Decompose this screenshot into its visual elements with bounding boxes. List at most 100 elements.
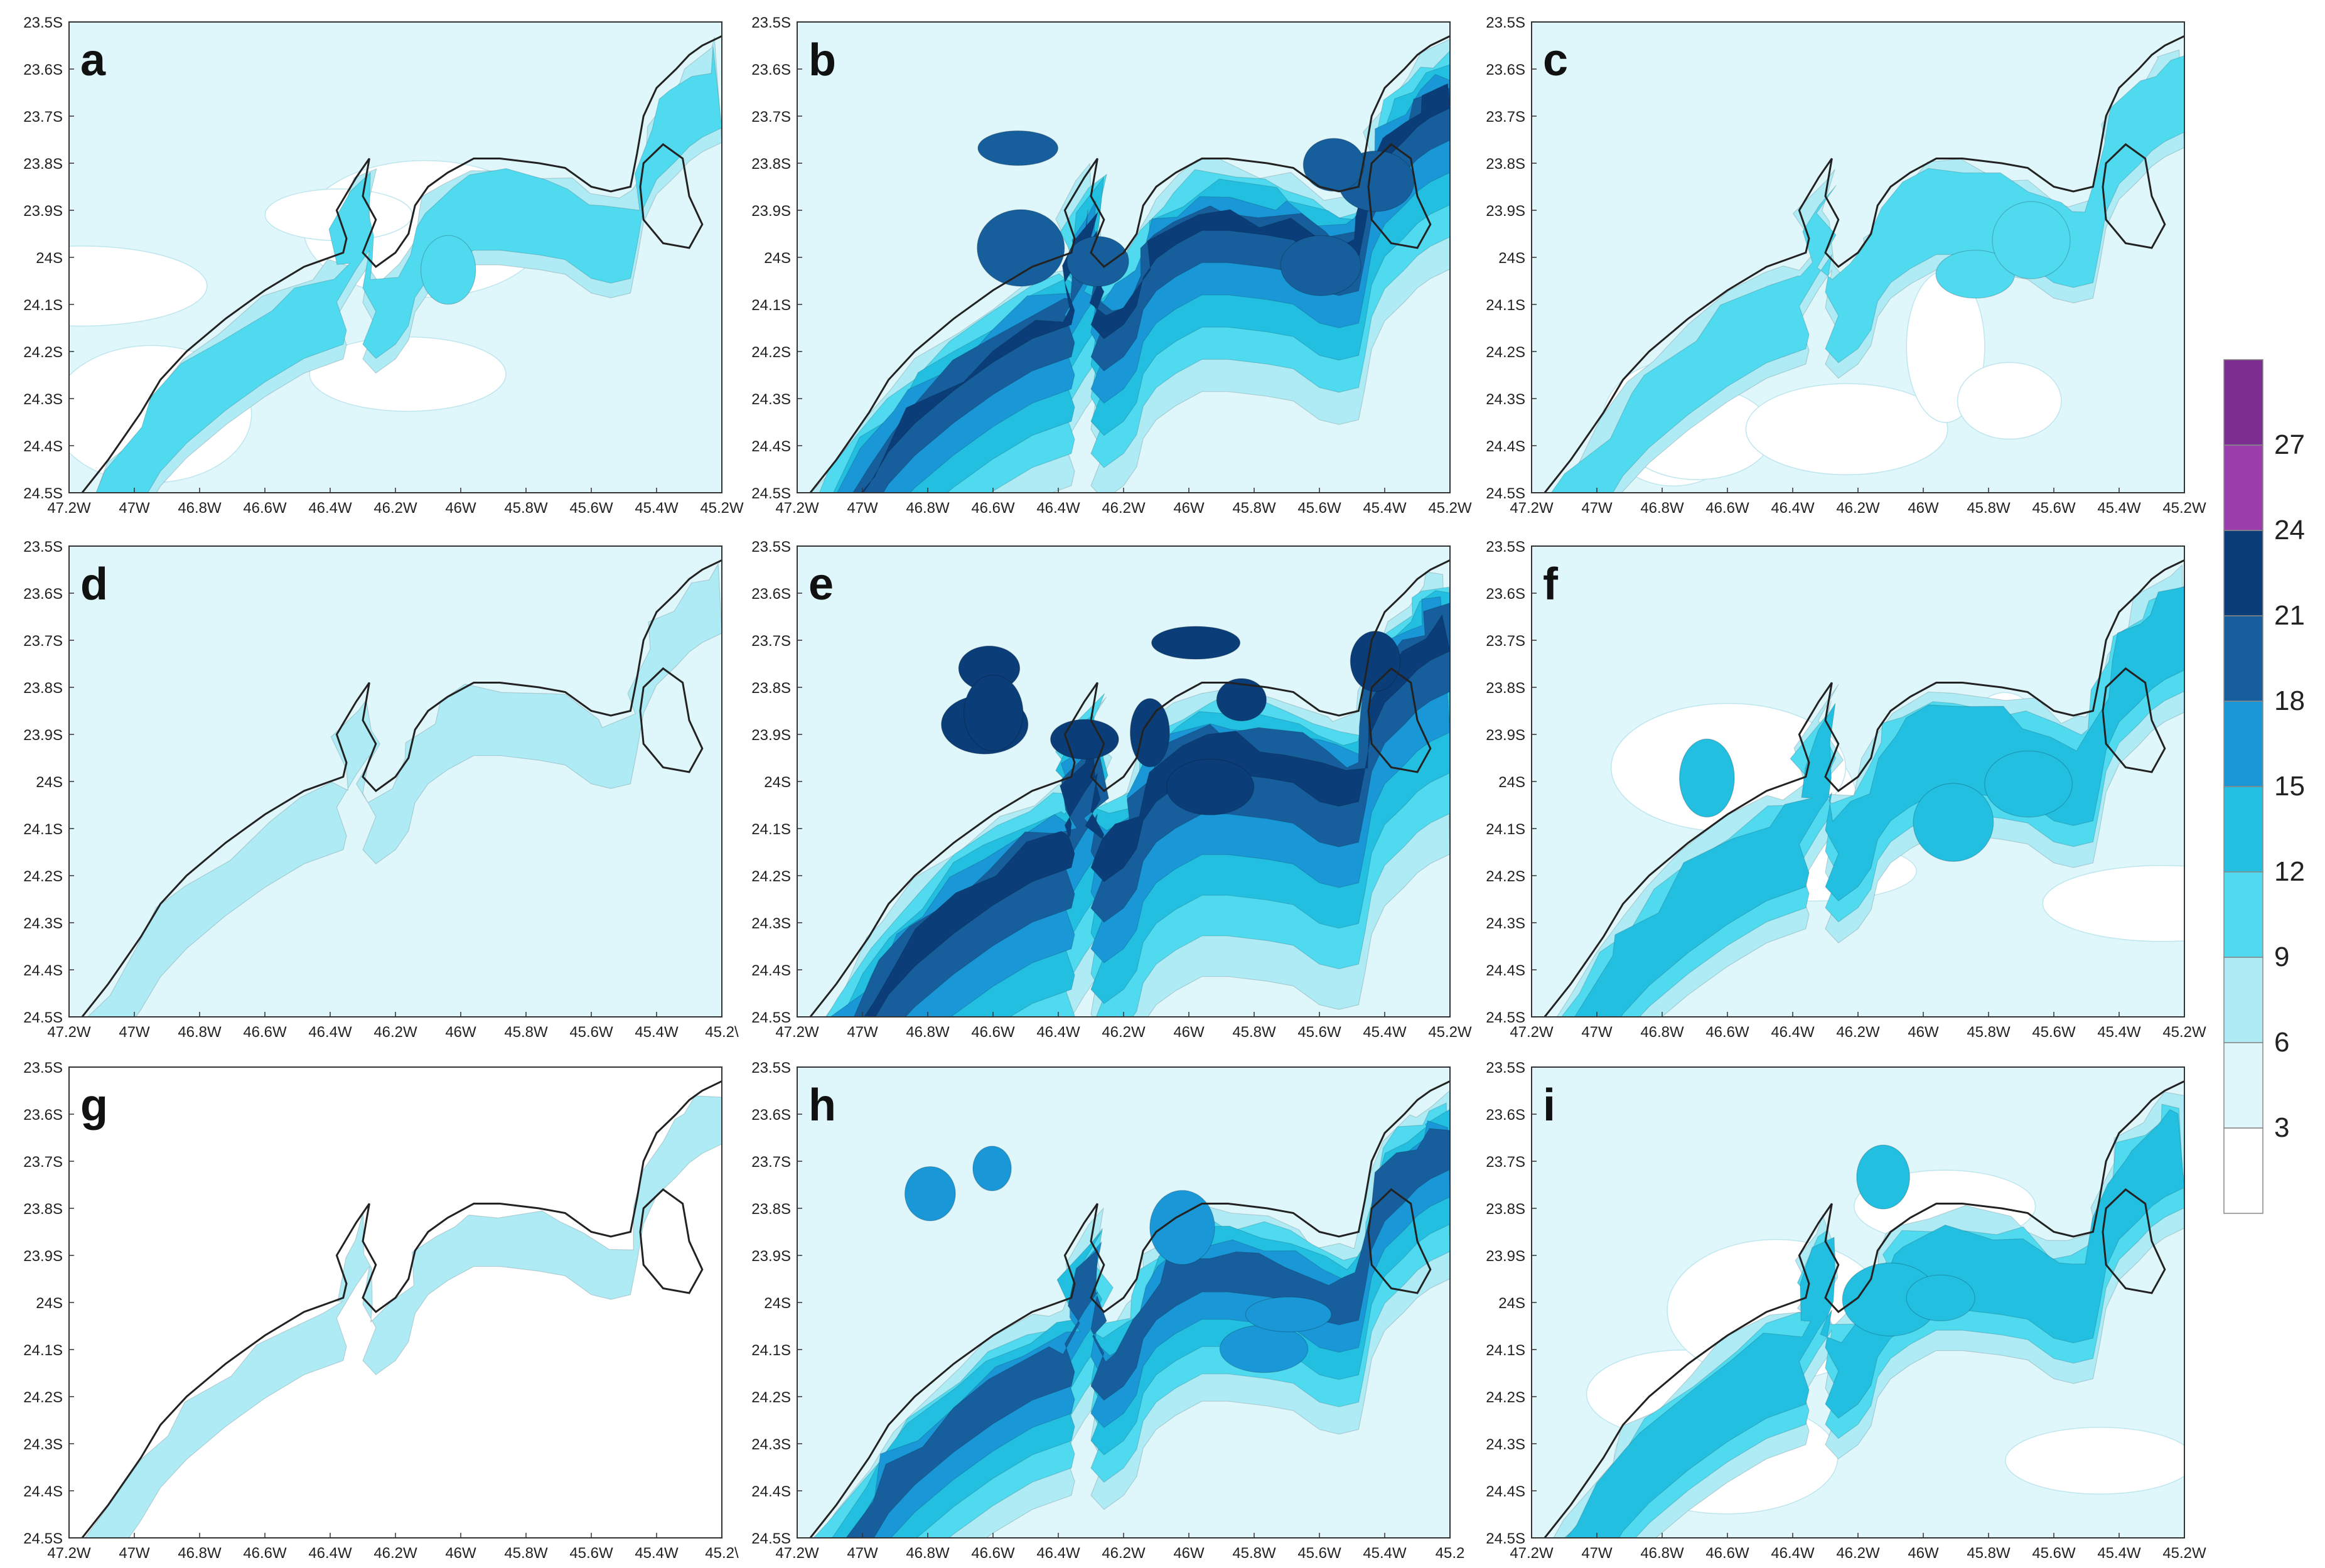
- lat-tick-label: 24.5S: [23, 1009, 63, 1026]
- colorbar-label: 27: [2274, 429, 2305, 460]
- contour-band: [1574, 586, 2184, 1017]
- lon-tick-label: 46.4W: [1771, 500, 1815, 517]
- lon-tick-label: 47W: [847, 1024, 878, 1041]
- contour-core: [1856, 1144, 1910, 1210]
- lon-tick-label: 45.8W: [1967, 1545, 2011, 1562]
- lon-tick-label: 46.6W: [971, 1024, 1015, 1041]
- coastline: [1544, 35, 2184, 493]
- contour-core: [1216, 678, 1267, 722]
- lat-tick-label: 24.2S: [23, 868, 63, 885]
- colorbar-segment: [2223, 957, 2263, 1043]
- colorbar-label: 12: [2274, 856, 2305, 887]
- lat-tick-label: 24.4S: [23, 1483, 63, 1500]
- contour-blob: [2005, 1427, 2184, 1495]
- lon-tick-label: 46.8W: [906, 1545, 950, 1562]
- lon-tick-label: 46.8W: [178, 1024, 222, 1041]
- lon-tick-label: 45.4W: [635, 500, 679, 517]
- panel-label: d: [80, 559, 108, 609]
- lat-tick-label: 23.6S: [751, 1107, 791, 1124]
- lat-tick-label: 24.1S: [23, 821, 63, 838]
- panel-a: a 23.5S 23.6S 23.7S 23.8S 23.9S 24S 24.1S 24.2S 2…: [23, 14, 744, 517]
- lat-tick-label: 24.2S: [751, 868, 791, 885]
- lon-tick-label: 45.8W: [1232, 500, 1276, 517]
- lon-tick-label: 45.8W: [1967, 500, 2011, 517]
- lat-tick-label: 24S: [764, 1295, 791, 1312]
- lon-tick-label: 45.6W: [2032, 500, 2076, 517]
- contour-core: [1678, 738, 1735, 818]
- panel-b: b 23.5S 23.6S 23.7S 23.8S 23.9S 24S 24.1S 24.2S 2…: [751, 14, 1472, 517]
- lat-tick-label: 23.6S: [751, 586, 791, 603]
- lon-tick-label: 47W: [119, 1024, 150, 1041]
- contour-band: [87, 562, 722, 1017]
- lat-tick-label: 23.5S: [23, 1060, 63, 1077]
- lat-tick-label: 23.7S: [23, 109, 63, 126]
- lat-tick-label: 23.7S: [1486, 109, 1525, 126]
- lat-tick-label: 24S: [36, 774, 63, 791]
- lat-tick-label: 24.2S: [23, 1389, 63, 1406]
- lon-tick-label: 46.8W: [906, 1024, 950, 1041]
- panel-h: h 23.5S 23.6S 23.7S 23.8S 23.9S 24S 24.1S 24.2S 2…: [751, 1060, 1464, 1562]
- lon-tick-label: 46W: [445, 1024, 476, 1041]
- lon-tick-label: 46.4W: [1036, 1545, 1080, 1562]
- lat-tick-label: 23.7S: [23, 1154, 63, 1171]
- lon-tick-label: 46.2W: [373, 1024, 417, 1041]
- lon-tick-label: 45.4W: [635, 1024, 679, 1041]
- lon-tick-label: 45.8W: [504, 1024, 548, 1041]
- lat-tick-label: 24S: [764, 250, 791, 267]
- lat-tick-label: 24.5S: [23, 485, 63, 502]
- coastline: [81, 559, 722, 1017]
- lat-tick-label: 24S: [764, 774, 791, 791]
- panel-f: f 23.5S 23.6S 23.7S 23.8S 23.9S 24S 24.1S 24.2S 2…: [1486, 539, 2206, 1041]
- lat-tick-label: 23.8S: [1486, 156, 1525, 173]
- lat-tick-label: 24.4S: [23, 438, 63, 455]
- island-outline: [1367, 143, 1432, 249]
- precip-field: [810, 38, 1450, 493]
- lon-tick-label: 46.4W: [1771, 1024, 1815, 1041]
- lon-tick-label: 46.8W: [1640, 1024, 1684, 1041]
- lat-tick-label: 23.9S: [23, 203, 63, 220]
- lat-tick-label: 24.1S: [1486, 1342, 1525, 1359]
- panel-i: i 23.5S 23.6S 23.7S 23.8S 23.9S 24S 24.1S 24.2S 2…: [1486, 1060, 2206, 1562]
- lon-tick-label: 46.6W: [243, 1024, 287, 1041]
- lon-tick-label: 45.2W: [1428, 500, 1472, 517]
- lon-tick-label: 47.2W: [775, 1545, 819, 1562]
- lat-tick-label: 24S: [1498, 1295, 1525, 1312]
- panel-label: f: [1543, 559, 1559, 609]
- lon-tick-label: 46W: [1173, 500, 1205, 517]
- colorbar-label: 3: [2274, 1112, 2289, 1143]
- lat-tick-label: 24.5S: [1486, 1530, 1525, 1547]
- panel-e: e 23.5S 23.6S 23.7S 23.8S 23.9S 24S 24.1S 24.2S 2…: [751, 539, 1472, 1041]
- lat-tick-label: 23.5S: [1486, 1060, 1525, 1077]
- contour-core: [1166, 758, 1255, 815]
- lon-tick-label: 47W: [847, 1545, 878, 1562]
- colorbar: 3 6 9 12 15 18 21 24 27: [2223, 359, 2305, 1214]
- colorbar-label: 24: [2274, 515, 2305, 545]
- precip-field: [69, 36, 722, 493]
- lon-tick-label: 45.8W: [1967, 1024, 2011, 1041]
- lon-tick-label: 45.2\: [705, 1545, 739, 1562]
- lat-tick-label: 24.4S: [751, 1483, 791, 1500]
- colorbar-segment: [2223, 530, 2263, 616]
- contour-core: [1280, 235, 1361, 296]
- lon-tick-label: 46.4W: [1036, 500, 1080, 517]
- lat-tick-label: 24.2S: [1486, 344, 1525, 361]
- lat-tick-label: 24.3S: [1486, 915, 1525, 932]
- lon-tick-label: 45.8W: [1232, 1545, 1276, 1562]
- lat-tick-label: 24.4S: [1486, 438, 1525, 455]
- contour-core: [1219, 1324, 1309, 1373]
- lat-tick-label: 23.9S: [1486, 1248, 1525, 1265]
- lon-tick-label: 46.6W: [971, 500, 1015, 517]
- lat-tick-label: 24.3S: [23, 391, 63, 408]
- lon-tick-label: 46.2W: [1836, 1545, 1880, 1562]
- lon-tick-label: 45.8W: [504, 500, 548, 517]
- lon-tick-label: 47.2W: [775, 1024, 819, 1041]
- lat-tick-label: 24.2S: [23, 344, 63, 361]
- panel-label: b: [808, 35, 836, 85]
- panel-label: h: [808, 1080, 836, 1130]
- contour-core: [1129, 698, 1170, 768]
- lat-tick-label: 23.6S: [23, 586, 63, 603]
- lon-tick-label: 45.8W: [1232, 1024, 1276, 1041]
- precip-field: [1553, 1092, 2184, 1538]
- lat-tick-label: 24S: [1498, 250, 1525, 267]
- lon-tick-label: 45.2W: [2162, 1024, 2206, 1041]
